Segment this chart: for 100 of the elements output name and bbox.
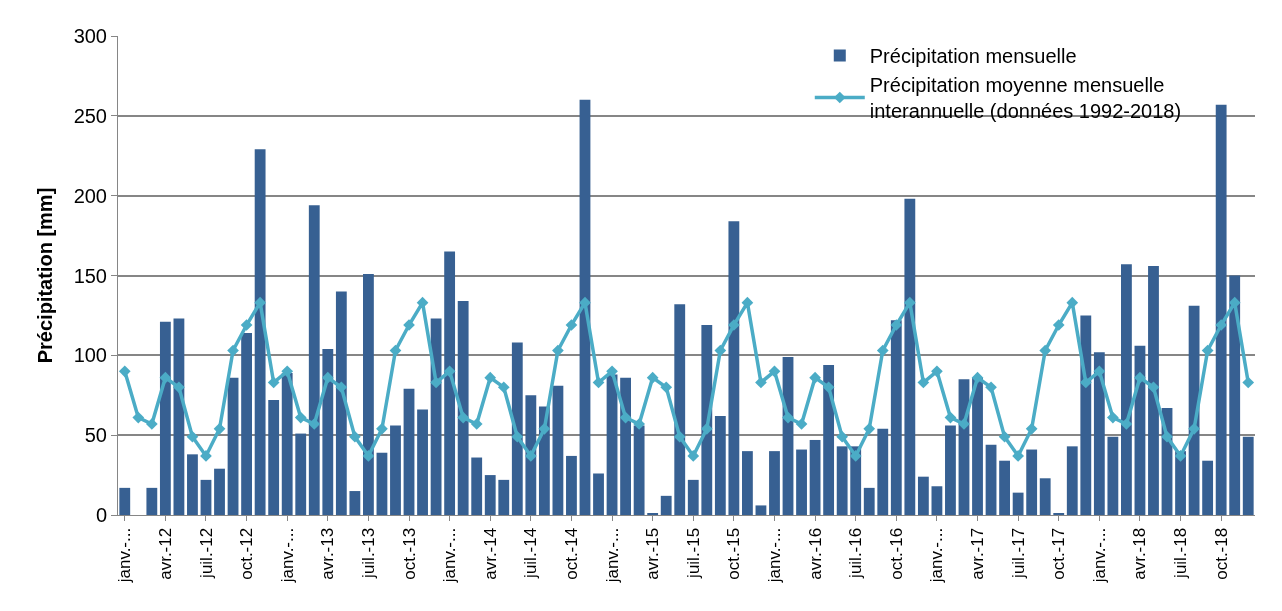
bar	[863, 487, 875, 515]
x-tick-label: janv.-...	[115, 527, 135, 584]
y-tick-label: 100	[73, 344, 107, 367]
bar	[999, 460, 1010, 515]
bar	[173, 318, 185, 515]
bar	[1039, 478, 1051, 515]
bar	[457, 301, 469, 515]
bar	[890, 320, 902, 515]
bar	[755, 505, 767, 515]
x-tick-label: janv.-...	[927, 527, 947, 584]
y-tick-label: 300	[73, 25, 107, 47]
bar	[728, 221, 740, 515]
bar	[376, 452, 388, 515]
bar	[674, 304, 686, 515]
bar	[1148, 265, 1159, 515]
bar	[363, 273, 374, 515]
bar	[660, 495, 672, 515]
bar	[268, 400, 280, 515]
x-tick-label: juil.-15	[683, 527, 703, 579]
legend-label: Précipitation moyenne mensuelle interannuelle (données 1992-2018)	[869, 74, 1182, 123]
x-tick-label: oct.-17	[1049, 527, 1069, 580]
bar	[1121, 264, 1132, 515]
bar	[917, 476, 929, 515]
x-tick-label: avr.-17	[968, 527, 988, 580]
bar	[295, 433, 307, 515]
bar	[931, 486, 943, 515]
bar	[1012, 492, 1024, 515]
bar	[484, 475, 496, 515]
bar	[119, 487, 131, 515]
bar	[1188, 305, 1200, 515]
bar	[1093, 352, 1105, 515]
x-tick-label: juil.-17	[1008, 527, 1028, 579]
bar	[579, 99, 591, 515]
x-tick-label: oct.-18	[1211, 527, 1231, 580]
x-tick-label: janv.-...	[277, 527, 297, 584]
bar	[1242, 436, 1254, 515]
y-tick-label: 0	[95, 504, 107, 526]
bar	[1026, 449, 1038, 515]
x-tick-label: avr.-15	[643, 527, 663, 580]
bar	[444, 251, 456, 515]
bar	[985, 444, 997, 515]
x-tick-label: janv.-...	[602, 527, 622, 584]
bar	[227, 377, 239, 515]
x-tick-label: janv.-...	[765, 527, 785, 584]
bar	[1202, 460, 1214, 515]
bar	[796, 449, 807, 515]
bar	[1107, 436, 1119, 515]
bar	[823, 364, 835, 515]
bar	[214, 468, 225, 515]
x-tick-label: juil.-18	[1171, 527, 1191, 579]
bar	[349, 491, 361, 515]
x-tick-label: juil.-13	[358, 527, 378, 579]
bar	[525, 395, 537, 515]
bar	[809, 439, 821, 515]
bar	[1134, 345, 1146, 515]
x-tick-label: oct.-15	[724, 527, 744, 580]
y-tick-label: 150	[73, 264, 107, 287]
bar	[390, 425, 401, 515]
bar	[200, 479, 212, 515]
bar	[254, 149, 266, 515]
bar	[701, 325, 713, 515]
bar	[159, 321, 171, 515]
x-tick-label: avr.-13	[318, 527, 338, 580]
bar	[620, 377, 631, 515]
bar	[552, 385, 564, 515]
bar	[769, 451, 780, 515]
bar	[1066, 446, 1078, 515]
bar	[498, 479, 510, 515]
bar	[322, 348, 334, 515]
bar	[1229, 275, 1241, 515]
x-tick-label: avr.-14	[480, 527, 500, 580]
x-tick-label: janv.-...	[1089, 527, 1109, 584]
bar	[836, 446, 848, 515]
bar	[308, 205, 320, 515]
bar	[566, 455, 577, 515]
y-tick-label: 250	[73, 104, 107, 127]
bar	[687, 479, 699, 515]
x-tick-label: oct.-14	[561, 527, 581, 580]
bar	[403, 388, 415, 515]
bar	[593, 473, 604, 515]
x-tick-label: avr.-18	[1130, 527, 1150, 580]
bar	[430, 318, 442, 515]
bar	[471, 457, 483, 515]
x-tick-label: oct.-12	[237, 527, 257, 580]
x-tick-label: oct.-16	[886, 527, 906, 580]
y-tick-label: 50	[84, 424, 107, 447]
x-tick-label: juil.-12	[196, 527, 216, 579]
bar	[417, 409, 428, 515]
legend-label: Précipitation mensuelle	[869, 45, 1077, 68]
y-axis-title: Précipitation [mm]	[34, 187, 57, 364]
x-tick-label: juil.-14	[521, 527, 541, 579]
bar	[1215, 104, 1227, 515]
bar	[146, 487, 158, 515]
bar	[714, 416, 726, 515]
x-tick-label: janv.-...	[440, 527, 460, 584]
bar	[335, 291, 347, 515]
bar	[187, 454, 198, 515]
x-tick-label: avr.-12	[155, 527, 175, 580]
bar	[904, 198, 916, 515]
x-tick-label: oct.-13	[399, 527, 419, 580]
